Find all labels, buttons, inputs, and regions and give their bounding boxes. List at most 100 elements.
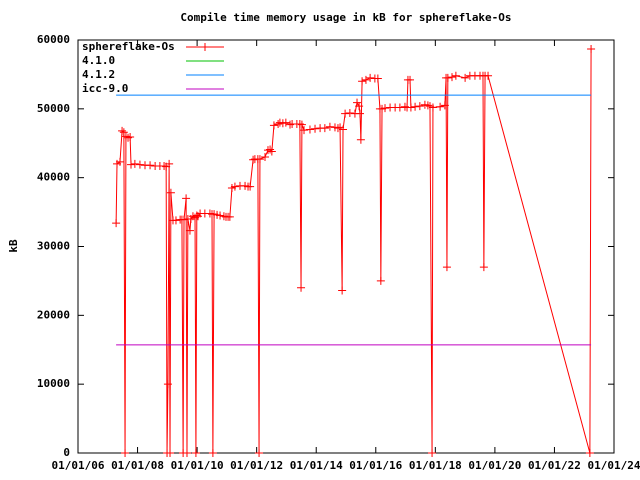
point-marker	[274, 119, 283, 128]
point-marker	[356, 135, 365, 144]
point-marker	[442, 263, 451, 272]
legend-label: sphereflake-Os	[82, 40, 175, 53]
point-marker	[355, 109, 364, 118]
point-marker	[353, 98, 362, 107]
point-marker	[205, 209, 214, 218]
point-marker	[281, 118, 290, 127]
legend-label: icc-9.0	[82, 82, 128, 95]
point-marker	[230, 182, 239, 191]
point-marker	[246, 182, 255, 191]
point-marker	[261, 153, 270, 162]
x-tick-label: 01/01/06	[52, 459, 105, 472]
point-marker	[406, 103, 415, 112]
point-marker	[225, 212, 234, 221]
legend-label: 4.1.0	[82, 54, 115, 67]
point-marker	[126, 133, 135, 142]
point-marker	[448, 73, 457, 82]
point-marker	[451, 71, 460, 80]
y-tick-label: 20000	[37, 308, 70, 321]
point-marker	[112, 219, 121, 228]
point-marker	[428, 449, 437, 457]
point-marker	[297, 120, 306, 129]
y-tick-label: 50000	[37, 102, 70, 115]
point-marker	[165, 159, 174, 168]
point-marker	[219, 212, 228, 221]
point-marker	[345, 108, 354, 117]
point-marker	[163, 380, 172, 389]
point-marker	[411, 102, 420, 111]
point-marker	[166, 449, 175, 457]
point-marker	[130, 159, 139, 168]
x-tick-label: 01/01/24	[588, 459, 640, 472]
point-marker	[146, 161, 155, 170]
point-marker	[361, 75, 370, 84]
point-marker	[135, 160, 144, 169]
point-marker	[305, 125, 314, 134]
y-tick-label: 40000	[37, 171, 70, 184]
plot-border	[77, 39, 615, 454]
point-marker	[320, 124, 329, 133]
point-marker	[160, 161, 169, 170]
point-marker	[115, 157, 124, 166]
point-marker	[440, 101, 449, 110]
point-marker	[585, 449, 594, 457]
point-marker	[255, 155, 264, 164]
point-marker	[376, 276, 385, 285]
point-marker	[400, 102, 409, 111]
series-line	[115, 48, 592, 454]
point-marker	[373, 74, 382, 83]
point-marker	[484, 71, 493, 80]
point-marker	[286, 120, 295, 129]
x-tick-label: 01/01/16	[349, 459, 402, 472]
point-marker	[208, 449, 217, 457]
y-tick-label: 10000	[37, 377, 70, 390]
point-marker	[180, 215, 189, 224]
point-marker	[121, 132, 130, 141]
point-marker	[182, 194, 191, 203]
point-marker	[461, 73, 470, 82]
point-marker	[119, 128, 128, 137]
point-marker	[185, 226, 194, 235]
point-marker	[191, 449, 200, 457]
point-marker	[355, 102, 364, 111]
point-marker	[249, 155, 258, 164]
point-marker	[166, 188, 175, 197]
point-marker	[255, 449, 264, 457]
point-marker	[121, 449, 130, 457]
x-tick-label: 01/01/08	[111, 459, 164, 472]
point-marker	[423, 101, 432, 110]
point-marker	[124, 133, 133, 142]
x-tick-label: 01/01/22	[528, 459, 581, 472]
point-marker	[587, 44, 596, 53]
y-tick-label: 30000	[37, 240, 70, 253]
point-marker	[395, 103, 404, 112]
x-tick-label: 01/01/14	[290, 459, 343, 472]
point-marker	[297, 283, 306, 292]
point-marker	[192, 211, 201, 220]
point-marker	[216, 211, 225, 220]
point-marker	[333, 124, 342, 133]
point-marker	[266, 145, 275, 154]
x-tick-label: 01/01/10	[171, 459, 224, 472]
point-marker	[436, 102, 445, 111]
x-tick-label: 01/01/12	[230, 459, 283, 472]
point-marker	[267, 147, 276, 156]
legend-marker	[201, 43, 209, 51]
point-marker	[366, 73, 375, 82]
point-marker	[325, 122, 334, 131]
point-marker	[338, 286, 347, 295]
y-tick-label: 0	[63, 446, 70, 459]
point-marker	[339, 125, 348, 134]
point-marker	[341, 109, 350, 118]
point-marker	[428, 103, 437, 112]
point-marker	[300, 126, 309, 135]
point-marker	[415, 102, 424, 111]
point-marker	[406, 75, 415, 84]
point-marker	[295, 119, 304, 128]
point-marker	[182, 449, 191, 457]
point-marker	[127, 160, 136, 169]
y-tick-label: 60000	[37, 33, 70, 46]
point-marker	[311, 124, 320, 133]
point-marker	[171, 216, 180, 225]
